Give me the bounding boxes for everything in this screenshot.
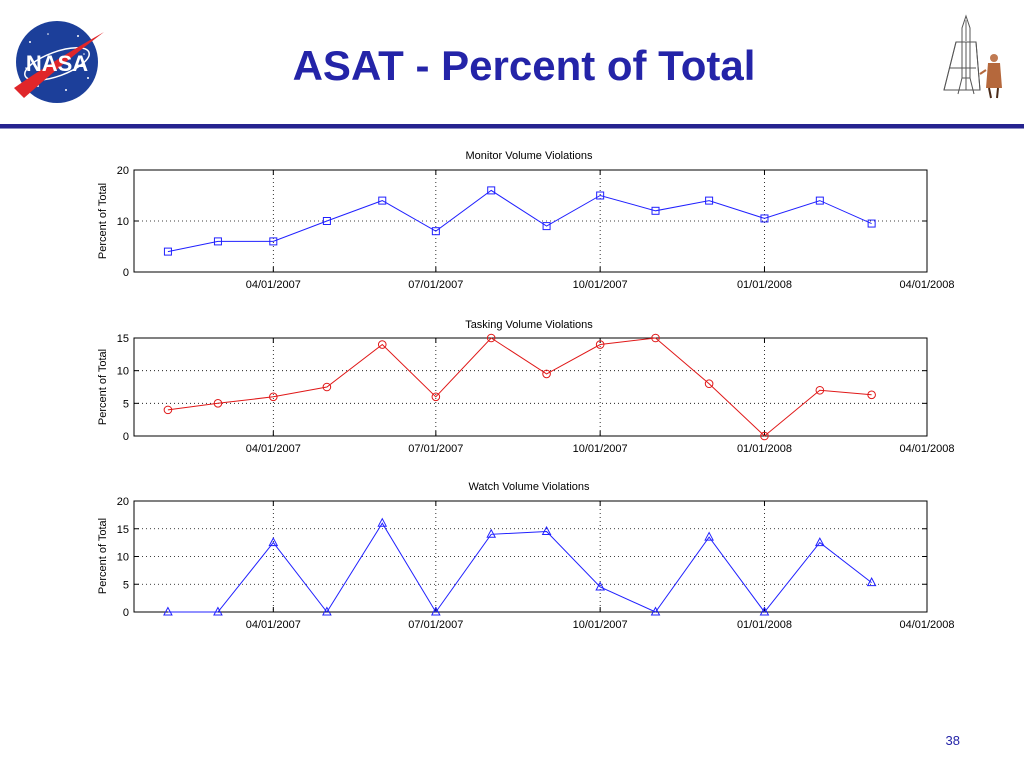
chart-title: Monitor Volume Violations: [466, 150, 593, 162]
y-axis-label: Percent of Total: [97, 349, 109, 425]
chart-watch-volume: Watch Volume Violations Percent of Total…: [97, 481, 955, 631]
y-tick-label: 0: [123, 431, 129, 443]
page-number: 38: [945, 733, 960, 748]
data-point: [704, 531, 714, 541]
data-point: [704, 379, 714, 389]
rocket-figure-illustration: [943, 14, 1002, 99]
data-point: [268, 537, 279, 547]
data-point: [322, 606, 332, 616]
y-tick-label: 10: [117, 366, 129, 378]
data-point: [269, 237, 278, 246]
data-point: [486, 333, 496, 343]
data-point: [378, 196, 387, 205]
x-tick-label: 10/01/2007: [573, 279, 628, 291]
data-point: [487, 186, 496, 195]
chart-title: Watch Volume Violations: [468, 481, 590, 493]
y-axis-label: Percent of Total: [97, 183, 109, 259]
data-point: [213, 606, 223, 616]
series-line: [167, 522, 872, 613]
data-point: [760, 214, 769, 223]
data-point: [815, 537, 825, 547]
data-point: [322, 217, 331, 225]
x-tick-label: 07/01/2007: [408, 279, 463, 291]
title-rule-shadow: [0, 128, 1024, 129]
x-tick-label: 01/01/2008: [737, 443, 792, 455]
data-point: [377, 517, 388, 527]
data-point: [163, 606, 173, 616]
x-tick-label: 04/01/2007: [246, 279, 301, 291]
y-tick-label: 0: [123, 267, 129, 279]
series-line: [167, 189, 872, 253]
y-tick-label: 20: [117, 165, 129, 177]
y-tick-label: 5: [123, 398, 129, 410]
data-point: [650, 606, 661, 616]
data-point: [705, 196, 714, 205]
data-point: [651, 333, 660, 343]
data-point: [596, 191, 605, 200]
data-point: [542, 222, 551, 231]
y-tick-label: 10: [117, 216, 129, 228]
x-tick-label: 04/01/2007: [246, 619, 301, 631]
y-tick-label: 15: [117, 333, 129, 345]
x-tick-label: 07/01/2007: [408, 443, 463, 455]
x-tick-label: 04/01/2008: [899, 619, 954, 631]
x-tick-label: 04/01/2008: [899, 279, 954, 291]
data-point: [213, 399, 223, 408]
data-point: [163, 247, 172, 256]
data-point: [760, 431, 769, 441]
data-point: [595, 581, 605, 591]
data-point: [213, 237, 222, 246]
title-rule: [0, 124, 1024, 128]
data-point: [595, 340, 605, 349]
data-point: [431, 606, 441, 616]
y-tick-label: 0: [123, 607, 129, 619]
data-point: [486, 528, 497, 538]
series-line: [167, 337, 872, 437]
data-point: [431, 227, 440, 236]
data-point: [867, 390, 876, 400]
x-tick-label: 01/01/2008: [737, 619, 792, 631]
data-point: [269, 392, 278, 402]
y-tick-label: 20: [117, 496, 129, 508]
x-tick-label: 04/01/2007: [246, 443, 301, 455]
y-tick-label: 15: [117, 524, 129, 536]
nasa-logo-text: NASA: [26, 51, 88, 76]
y-tick-label: 10: [117, 552, 129, 564]
data-point: [651, 206, 660, 215]
y-tick-label: 5: [123, 579, 129, 591]
data-point: [541, 525, 552, 536]
data-point: [163, 405, 173, 415]
x-tick-label: 10/01/2007: [573, 619, 628, 631]
data-point: [815, 385, 825, 395]
chart-title: Tasking Volume Violations: [465, 319, 593, 331]
data-point: [377, 340, 387, 349]
chart-tasking-volume: Tasking Volume Violations Percent of Tot…: [97, 319, 955, 455]
data-point: [542, 369, 551, 379]
data-point: [322, 382, 332, 392]
x-tick-label: 04/01/2008: [899, 443, 954, 455]
data-point: [866, 577, 877, 587]
slide-title: ASAT - Percent of Total: [292, 42, 756, 89]
data-point: [431, 392, 441, 402]
chart-monitor-volume: Monitor Volume Violations Percent of Tot…: [97, 150, 955, 291]
y-axis-label: Percent of Total: [97, 518, 109, 594]
nasa-logo: NASA: [14, 21, 104, 103]
x-tick-label: 10/01/2007: [573, 443, 628, 455]
data-point: [815, 196, 824, 205]
x-tick-label: 07/01/2007: [408, 619, 463, 631]
plot-area: [133, 337, 928, 437]
x-tick-label: 01/01/2008: [737, 279, 792, 291]
data-point: [759, 606, 770, 616]
data-point: [867, 219, 876, 228]
